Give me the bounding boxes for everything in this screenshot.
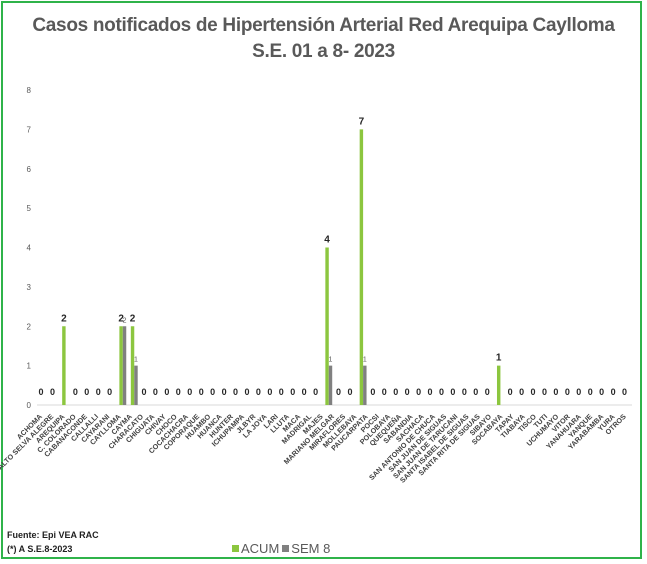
data-label-acum: 0 (199, 387, 204, 397)
y-tick-label: 1 (27, 362, 32, 371)
legend-swatch-sem8 (282, 545, 290, 552)
data-label-acum: 0 (405, 387, 410, 397)
data-label-acum: 0 (370, 387, 375, 397)
data-label-acum: 0 (599, 387, 604, 397)
bar-acum (325, 247, 329, 405)
data-label-acum: 0 (416, 387, 421, 397)
data-label-acum: 0 (576, 387, 581, 397)
data-label-acum: 0 (290, 387, 295, 397)
bar-acum (496, 365, 501, 405)
data-label-acum: 0 (588, 387, 593, 397)
data-label-acum: 0 (187, 387, 192, 397)
data-label-acum: 0 (439, 387, 444, 397)
data-label-acum: 0 (508, 387, 513, 397)
data-label-acum: 0 (279, 387, 284, 397)
y-tick-label: 4 (27, 244, 32, 253)
data-label-acum: 0 (382, 387, 387, 397)
y-tick-label: 8 (27, 86, 32, 95)
data-label-acum: 4 (324, 235, 330, 246)
data-label-acum: 0 (267, 387, 272, 397)
data-label-acum: 0 (302, 387, 307, 397)
data-label-acum: 0 (256, 387, 261, 397)
data-label-acum: 0 (222, 387, 227, 397)
data-label-acum: 0 (542, 387, 547, 397)
chart-subtitle: S.E. 01 a 8- 2023 (252, 41, 395, 62)
chart-title: Casos notificados de Hipertensión Arteri… (32, 15, 615, 36)
y-tick-label: 0 (27, 401, 32, 410)
bar-acum (130, 326, 135, 405)
data-label-acum: 0 (84, 387, 89, 397)
data-label-acum: 0 (73, 387, 78, 397)
data-label-acum: 0 (210, 387, 215, 397)
data-label-acum: 7 (359, 116, 365, 127)
data-label-acum: 0 (611, 387, 616, 397)
data-label-acum: 0 (565, 387, 570, 397)
data-label-acum: 0 (176, 387, 181, 397)
data-label-acum: 0 (233, 387, 238, 397)
data-label-acum: 0 (38, 387, 43, 397)
data-label-acum: 0 (553, 387, 558, 397)
source-note: Fuente: Epi VEA RAC (7, 530, 99, 540)
data-label-acum: 0 (519, 387, 524, 397)
chart-legend: ACUM SEM 8 (232, 541, 330, 556)
data-label-acum: 0 (336, 387, 341, 397)
y-tick-label: 2 (27, 322, 32, 331)
data-label-sem8: 1 (363, 357, 367, 364)
data-label-acum: 0 (141, 387, 146, 397)
y-tick-label: 6 (27, 165, 32, 174)
bar-acum (62, 326, 66, 405)
y-tick-label: 5 (27, 204, 32, 213)
bar-sem8 (363, 365, 367, 405)
data-label-acum: 0 (50, 387, 55, 397)
data-label-acum: 0 (485, 387, 490, 397)
bar-acum (119, 326, 123, 405)
data-label-acum: 0 (531, 387, 536, 397)
bar-acum (359, 129, 364, 405)
data-label-acum: 0 (622, 387, 627, 397)
legend-label-acum: ACUM (241, 541, 280, 556)
data-label-acum: 0 (347, 387, 352, 397)
data-label-acum: 0 (450, 387, 455, 397)
data-label-acum: 0 (428, 387, 433, 397)
y-tick-label: 7 (27, 125, 32, 134)
data-label-acum: 1 (496, 353, 502, 364)
bar-sem8 (134, 365, 138, 405)
y-tick-label: 3 (27, 283, 32, 292)
data-label-acum: 0 (313, 387, 318, 397)
bar-sem8 (328, 365, 333, 405)
legend-swatch-acum (232, 545, 239, 552)
data-label-acum: 2 (61, 313, 67, 324)
data-label-acum: 0 (244, 387, 249, 397)
data-label-acum: 0 (153, 387, 158, 397)
data-label-acum: 2 (118, 313, 124, 324)
data-label-sem8: 2 (123, 317, 127, 324)
data-label-acum: 0 (393, 387, 398, 397)
bar-sem8 (122, 326, 127, 405)
data-label-sem8: 1 (329, 357, 333, 364)
data-label-acum: 2 (130, 313, 136, 324)
data-label-acum: 0 (164, 387, 169, 397)
data-label-acum: 0 (462, 387, 467, 397)
data-label-acum: 0 (473, 387, 478, 397)
data-label-acum: 0 (107, 387, 112, 397)
data-label-sem8: 1 (134, 357, 138, 364)
period-note: (*) A S.E.8-2023 (7, 544, 73, 554)
data-label-acum: 0 (96, 387, 101, 397)
legend-label-sem8: SEM 8 (291, 541, 331, 556)
